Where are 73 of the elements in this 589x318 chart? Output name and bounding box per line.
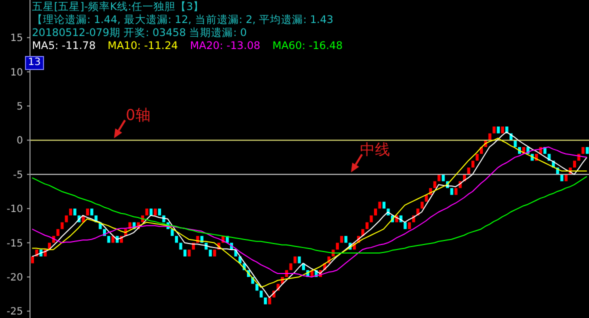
candlestick xyxy=(260,290,263,298)
candlestick xyxy=(471,160,474,168)
y-tick-label: 0 xyxy=(16,136,23,147)
candlestick xyxy=(179,242,182,250)
chart-title: 五星[五星]-频率K线:任一独胆【3】 xyxy=(32,1,206,14)
candlestick xyxy=(433,181,436,188)
candlestick xyxy=(150,208,153,216)
candlestick xyxy=(188,250,191,256)
annotation: 20180512-079期 开奖: 03458 当期遗漏: 0 xyxy=(32,27,248,40)
candlestick xyxy=(336,242,339,250)
y-tick-label: 15 xyxy=(10,33,23,44)
annotation: 13 xyxy=(25,56,44,70)
candlestick xyxy=(450,188,454,195)
candlestick xyxy=(294,256,297,264)
candlestick xyxy=(31,256,34,264)
candlestick xyxy=(69,208,72,216)
y-tick-label: -25 xyxy=(6,306,23,318)
candlestick xyxy=(145,208,148,216)
candlestick xyxy=(501,126,504,134)
candlestick xyxy=(424,194,428,202)
ref-line-label: 中线 xyxy=(360,140,390,158)
candlestick xyxy=(298,256,301,264)
candlestick xyxy=(476,154,479,161)
candlestick xyxy=(404,222,407,230)
y-tick-label: 10 xyxy=(10,67,23,78)
candlestick xyxy=(454,188,458,195)
candlestick xyxy=(158,208,162,216)
candlestick xyxy=(183,250,186,256)
candlestick xyxy=(408,222,411,230)
y-tick-label: -5 xyxy=(13,170,23,181)
candlestick xyxy=(90,208,94,216)
candlestick xyxy=(154,208,157,216)
candlestick xyxy=(344,236,348,243)
candlestick xyxy=(213,250,216,256)
candlestick xyxy=(492,126,496,134)
candlestick xyxy=(573,160,576,168)
candlestick xyxy=(582,147,585,154)
text: MA60: -16.48 xyxy=(272,40,343,53)
candlestick xyxy=(289,263,292,270)
candlestick xyxy=(378,202,382,209)
candlestick xyxy=(420,202,424,209)
candlestick xyxy=(56,229,60,236)
candlestick xyxy=(60,222,64,230)
candlestick xyxy=(382,202,386,209)
candlestick xyxy=(370,215,373,222)
y-tick-label: -15 xyxy=(6,238,23,250)
text: MA20: -13.08 xyxy=(190,40,260,53)
candlestick xyxy=(73,208,76,216)
candlestick xyxy=(264,297,267,304)
candlestick xyxy=(255,284,258,291)
candlestick xyxy=(586,147,589,154)
candlestick xyxy=(268,297,272,304)
text: MA5: -11.78 xyxy=(32,40,96,53)
candlestick xyxy=(111,236,114,243)
text: MA10: -11.24 xyxy=(108,40,178,53)
candlestick xyxy=(64,215,68,222)
candlestick xyxy=(366,222,369,230)
candlestick xyxy=(374,208,378,216)
candlestick xyxy=(107,236,110,243)
candlestick xyxy=(208,250,212,256)
candlestick xyxy=(340,236,344,243)
candlestick xyxy=(170,229,174,236)
candlestick xyxy=(174,236,178,243)
candlestick xyxy=(86,208,90,216)
candlestick xyxy=(514,140,517,148)
ref-line-label: 0轴 xyxy=(126,106,150,124)
y-tick-label: 5 xyxy=(16,102,23,112)
y-tick-label: -10 xyxy=(6,204,23,216)
candlestick xyxy=(467,168,470,174)
line-series xyxy=(32,176,588,254)
candlestick xyxy=(496,126,500,134)
text: 【理论遗漏: 1.44, 最大遗漏: 12, 当前遗漏: 2, 平均遗漏: 1.43 xyxy=(32,14,334,27)
y-tick-label: -20 xyxy=(6,272,23,284)
